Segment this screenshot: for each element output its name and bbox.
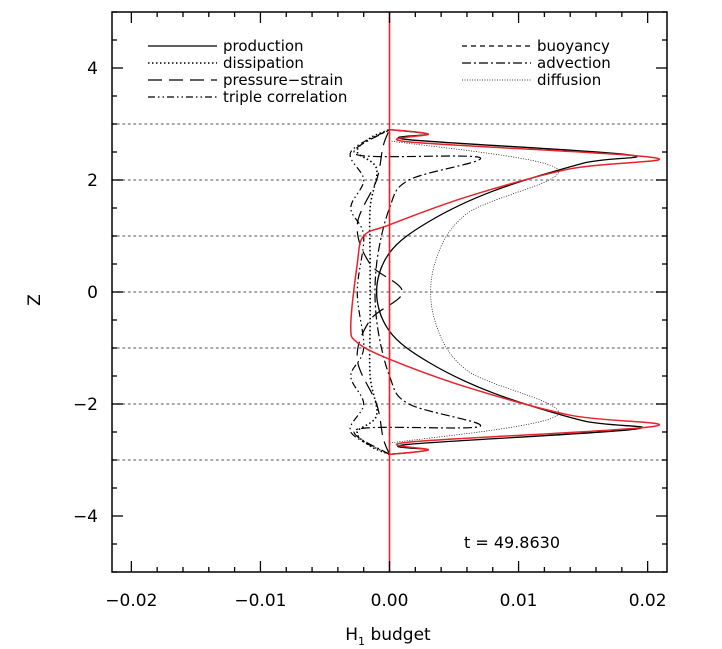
x-tick-label: 0.01 [500, 591, 538, 611]
time-annotation: t = 49.8630 [464, 533, 560, 552]
series-diffusion [389, 140, 559, 444]
legend-label-buoyancy: buoyancy [537, 37, 610, 55]
series-advection [353, 129, 481, 455]
series-production [375, 128, 644, 456]
legend-label-dissipation: dissipation [223, 54, 304, 72]
y-tick-label: 0 [87, 283, 98, 303]
x-tick-label: −0.02 [105, 591, 157, 611]
y-tick-label: 4 [87, 59, 98, 79]
legend-label-diffusion: diffusion [537, 71, 601, 89]
series-curves [349, 12, 661, 572]
y-tick-label: −2 [73, 395, 98, 415]
series-sum [350, 128, 661, 456]
series-dissipation [356, 128, 390, 456]
series-triple-correlation [349, 129, 390, 455]
legend-label-advection: advection [537, 54, 611, 72]
x-tick-label: 0.02 [629, 591, 667, 611]
grid-lines [111, 123, 668, 461]
legend: productiondissipationpressure−straintrip… [148, 37, 611, 106]
x-axis-title-sub: 1 [358, 635, 365, 648]
y-tick-label: 2 [87, 171, 98, 191]
legend-label-production: production [223, 37, 304, 55]
x-axis-title: H1 budget [345, 625, 431, 648]
x-tick-label: 0.00 [371, 591, 409, 611]
x-axis-title-main: H [345, 625, 358, 645]
y-axis-title: Z [25, 294, 45, 306]
tick-labels: −0.02 −0.01 0.00 0.01 0.02 −4 −2 0 2 4 [73, 59, 667, 611]
x-axis-title-suffix: budget [365, 625, 431, 645]
axis-ticks [112, 11, 667, 573]
y-tick-label: −4 [73, 507, 98, 527]
legend-label-triple-correlation: triple correlation [223, 88, 347, 106]
series-pressure-strain [356, 129, 404, 455]
x-tick-label: −0.01 [234, 591, 286, 611]
legend-label-pressure-strain: pressure−strain [223, 71, 343, 89]
